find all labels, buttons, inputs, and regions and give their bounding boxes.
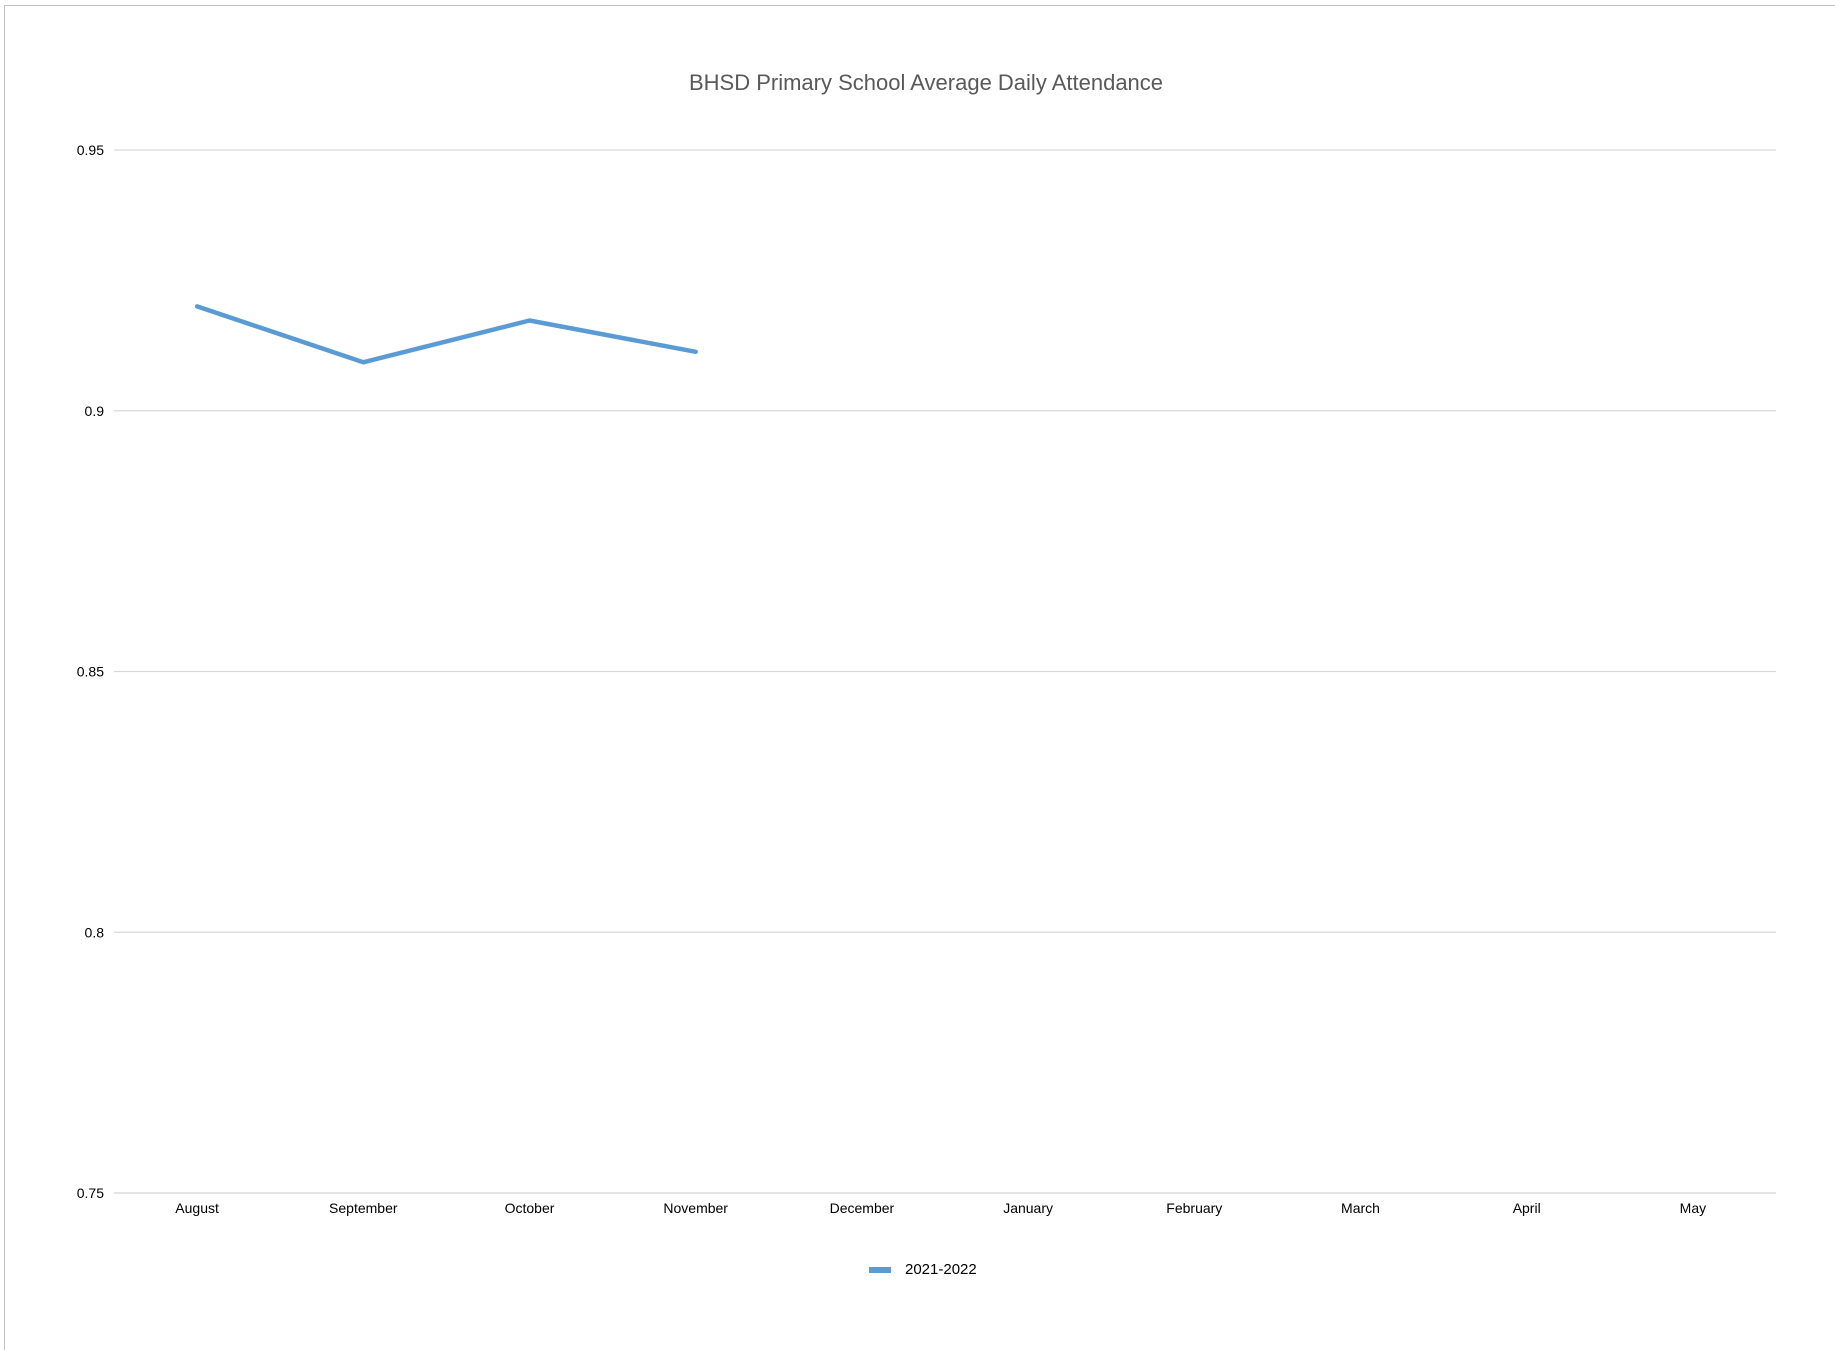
legend: 2021-2022 bbox=[869, 1261, 977, 1278]
series-layer bbox=[194, 304, 698, 365]
gridlines bbox=[114, 149, 1776, 1194]
x-tick-label: May bbox=[1680, 1200, 1706, 1216]
x-tick-label: April bbox=[1513, 1200, 1541, 1216]
x-tick-label: November bbox=[663, 1200, 728, 1216]
y-tick-label: 0.8 bbox=[85, 924, 105, 940]
x-tick-label: October bbox=[505, 1200, 555, 1216]
x-tick-label: December bbox=[830, 1200, 895, 1216]
x-tick-label: February bbox=[1166, 1200, 1222, 1216]
series-line bbox=[194, 304, 698, 365]
x-axis-tick-labels: August September October November December Ja… bbox=[175, 1200, 1706, 1216]
y-tick-label: 0.95 bbox=[77, 142, 104, 158]
y-axis-tick-labels: 0.95 0.9 0.85 0.8 0.75 bbox=[77, 142, 104, 1201]
chart-frame bbox=[4, 5, 1835, 1350]
legend-swatch bbox=[869, 1266, 891, 1273]
chart-title: BHSD Primary School Average Daily Attend… bbox=[688, 70, 1164, 95]
y-tick-label: 0.85 bbox=[77, 664, 104, 680]
x-tick-label: September bbox=[329, 1200, 398, 1216]
x-tick-label: August bbox=[175, 1200, 219, 1216]
x-tick-label: March bbox=[1341, 1200, 1380, 1216]
x-tick-label: January bbox=[1003, 1200, 1053, 1216]
legend-label: 2021-2022 bbox=[905, 1261, 977, 1278]
y-tick-label: 0.9 bbox=[85, 403, 105, 419]
y-tick-label: 0.75 bbox=[77, 1185, 104, 1201]
